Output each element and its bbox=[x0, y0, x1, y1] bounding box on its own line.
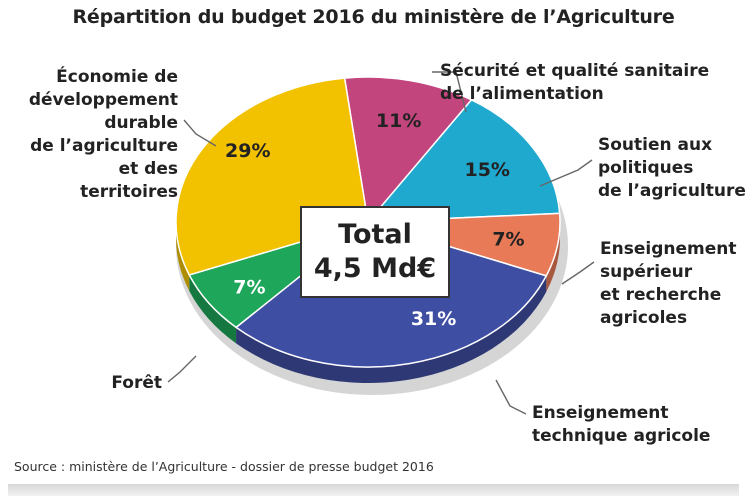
total-label: Total bbox=[338, 219, 412, 250]
leader-line-3 bbox=[495, 379, 527, 415]
pie-slice-0 bbox=[343, 76, 473, 223]
pie-slice-side-5-0 bbox=[176, 222, 190, 291]
pie-slice-side-4-0 bbox=[189, 274, 237, 344]
slice-label-securite: Sécurité et qualité sanitaire de l’alime… bbox=[440, 61, 710, 104]
slice-label-enseignement-technique: Enseignement technique agricole bbox=[532, 403, 711, 446]
pie-value-label-1: 15% bbox=[464, 159, 509, 181]
slice-label-enseignement-superieur: Enseignement supérieur et recherche agri… bbox=[600, 239, 737, 328]
leader-line-2 bbox=[561, 261, 595, 285]
pie-slice-side-3-0 bbox=[236, 275, 547, 383]
leader-line-1 bbox=[539, 159, 593, 187]
pie-value-label-0: 11% bbox=[376, 110, 421, 132]
total-value: 4,5 Md€ bbox=[313, 253, 437, 284]
source-note: Source : ministère de l’Agriculture - do… bbox=[14, 459, 434, 474]
pie-slice-1 bbox=[367, 99, 561, 223]
slice-label-foret: Forêt bbox=[111, 373, 162, 393]
pie-value-label-4: 7% bbox=[233, 276, 265, 298]
slice-label-economie: Économie de développement durable de l’a… bbox=[28, 67, 178, 202]
total-box: Total 4,5 Md€ bbox=[300, 206, 450, 298]
pie-value-label-2: 7% bbox=[492, 229, 524, 251]
pie-slice-side-2-0 bbox=[546, 222, 560, 292]
chart-title: Répartition du budget 2016 du ministère … bbox=[72, 6, 675, 28]
leader-line-4 bbox=[167, 355, 197, 383]
leader-line-0 bbox=[432, 71, 467, 113]
pie-value-label-5: 29% bbox=[225, 140, 270, 162]
bottom-shadow bbox=[8, 484, 739, 496]
pie-value-label-3: 31% bbox=[411, 308, 456, 330]
slice-label-soutien: Soutien aux politiques de l’agriculture bbox=[598, 135, 746, 201]
leader-line-5 bbox=[183, 119, 217, 147]
